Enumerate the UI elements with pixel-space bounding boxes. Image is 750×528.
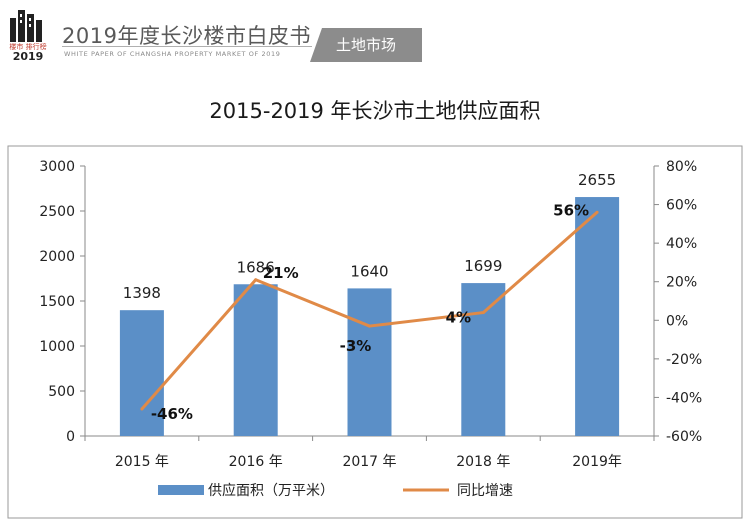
bar (575, 197, 620, 436)
legend-bar-swatch (158, 485, 204, 495)
bar (119, 310, 164, 436)
header-divider (62, 46, 312, 47)
growth-value-label: -3% (340, 337, 372, 355)
growth-value-label: 4% (446, 309, 471, 327)
bar (461, 283, 506, 436)
bar-value-label: 1640 (350, 262, 388, 280)
right-axis-tick-label: -40% (666, 390, 702, 406)
chart-title: 2015-2019 年长沙市土地供应面积 (209, 99, 541, 123)
bar (347, 288, 392, 436)
right-axis-tick-label: 40% (666, 236, 697, 252)
left-axis-tick-label: 2000 (39, 249, 75, 265)
bar-value-label: 1686 (237, 258, 275, 276)
bar-value-label: 1398 (123, 284, 161, 302)
growth-value-label: 56% (553, 201, 589, 219)
left-axis-tick-label: 0 (66, 429, 75, 445)
left-axis-tick-label: 500 (48, 384, 75, 400)
left-axis-tick-label: 2500 (39, 204, 75, 220)
bar-value-label: 1699 (464, 257, 502, 275)
growth-point (595, 210, 599, 214)
right-axis-tick-label: 20% (666, 275, 697, 291)
x-axis-tick-label: 2015 年 (115, 454, 169, 470)
report-title: 2019年度长沙楼市白皮书 (62, 24, 311, 48)
growth-point (368, 324, 371, 328)
legend-bar-label: 供应面积（万平米） (208, 482, 334, 499)
x-axis-tick-label: 2018 年 (456, 454, 510, 470)
left-axis-tick-label: 1500 (39, 294, 75, 310)
right-axis-tick-label: -20% (666, 352, 702, 368)
section-tag: 土地市场 (310, 28, 422, 62)
report-subtitle: WHITE PAPER OF CHANGSHA PROPERTY MARKET … (64, 50, 281, 58)
growth-point (481, 311, 485, 315)
left-axis-tick-label: 1000 (39, 339, 75, 355)
x-axis-tick-label: 2016 年 (229, 454, 283, 470)
chart-frame (7, 145, 743, 519)
right-axis-tick-label: -60% (666, 429, 702, 445)
right-axis-tick-label: 0% (666, 313, 688, 329)
right-axis-tick-label: 80% (666, 159, 697, 175)
growth-value-label: -46% (151, 405, 193, 423)
building-logo-icon (10, 10, 42, 42)
logo-text: 楼市 排行榜 (9, 43, 47, 51)
chart-svg: 0 500 1000 1500 2000 2500 3000 -60% -40% -20% 0% 20… (7, 145, 743, 519)
brand-logo: 楼市 排行榜 2019 (6, 8, 50, 63)
x-axis-tick-label: 2019年 (572, 454, 622, 470)
growth-point (140, 407, 144, 411)
x-axis-tick-label: 2017 年 (342, 454, 396, 470)
left-axis-tick-label: 3000 (39, 159, 75, 175)
growth-value-label: 21% (263, 264, 299, 282)
chart-panel: 0 500 1000 1500 2000 2500 3000 -60% -40% -20% 0% 20… (0, 140, 750, 524)
bar (233, 284, 278, 436)
growth-point (254, 278, 258, 282)
logo-year: 2019 (12, 50, 44, 63)
legend-line-label: 同比增速 (457, 483, 513, 499)
report-header: 楼市 排行榜 2019 2019年度长沙楼市白皮书 WHITE PAPER OF… (0, 0, 750, 68)
right-axis-tick-label: 60% (666, 198, 697, 214)
bar-value-label: 2655 (578, 171, 616, 189)
